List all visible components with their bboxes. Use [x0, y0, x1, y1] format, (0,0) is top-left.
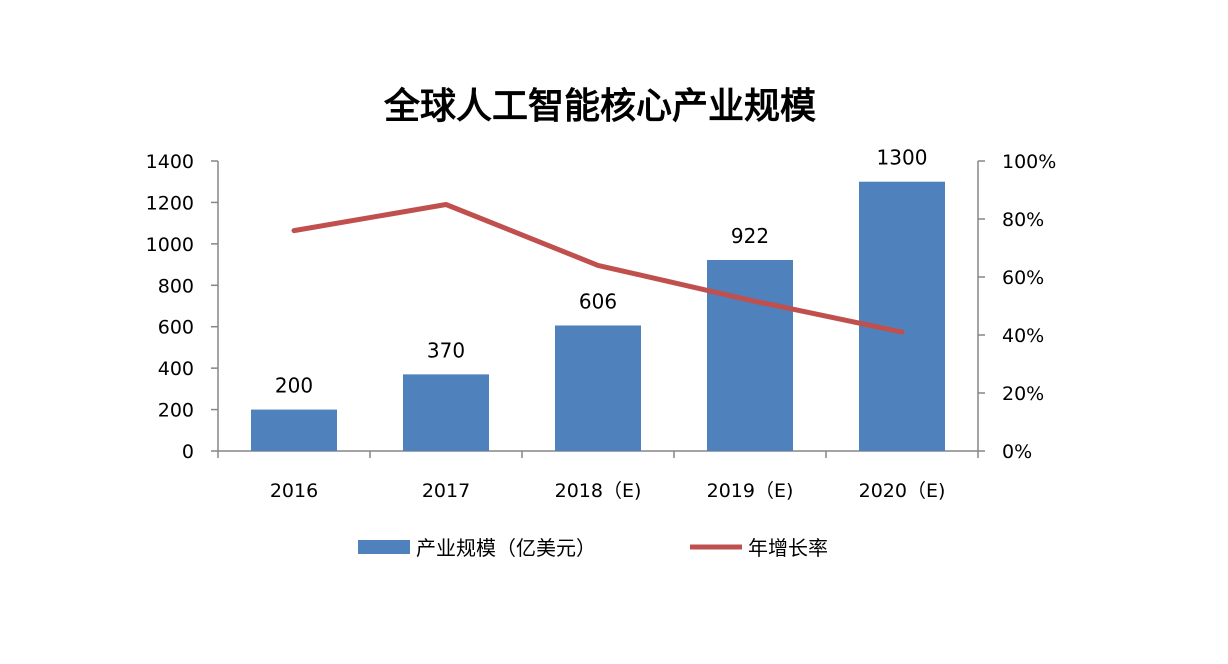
- bar: [707, 260, 793, 451]
- bar: [251, 409, 337, 451]
- bar: [403, 374, 489, 451]
- right-axis-tick-label: 40%: [1002, 325, 1044, 347]
- right-axis-tick-label: 80%: [1002, 209, 1044, 231]
- growth-rate-line: [291, 202, 905, 335]
- right-axis-tick-label: 100%: [1002, 151, 1056, 173]
- right-axis-tick-label: 0%: [1002, 441, 1032, 463]
- line-series: [291, 202, 905, 335]
- bar-data-label: 922: [731, 224, 769, 248]
- bar-data-label: 1300: [877, 146, 928, 170]
- left-axis-tick-label: 1000: [146, 234, 194, 256]
- chart-title: 全球人工智能核心产业规模: [383, 85, 816, 127]
- right-axis-tick-label: 60%: [1002, 267, 1044, 289]
- bar-data-label: 370: [427, 338, 465, 362]
- left-axis-tick-label: 400: [158, 358, 194, 380]
- right-axis-tick-label: 20%: [1002, 383, 1044, 405]
- bar: [555, 325, 641, 451]
- x-axis-tick-label: 2017: [422, 480, 470, 502]
- legend: 产业规模（亿美元） 年增长率: [358, 536, 828, 560]
- left-axis-tick-label: 600: [158, 317, 194, 339]
- legend-swatch-bar: [358, 540, 410, 554]
- legend-label-line: 年增长率: [748, 536, 828, 560]
- left-axis-tick-label: 1400: [146, 151, 194, 173]
- left-axis-tick-label: 0: [182, 441, 194, 463]
- left-axis-tick-label: 200: [158, 400, 194, 422]
- x-axis-tick-label: 2020（E): [859, 480, 946, 502]
- left-axis-tick-label: 800: [158, 275, 194, 297]
- x-axis-tick-label: 2018（E): [555, 480, 642, 502]
- legend-label-bar: 产业规模（亿美元）: [416, 536, 596, 560]
- x-axis-tick-label: 2016: [270, 480, 318, 502]
- axes: 0 200 400 600 800 1000 1200 1400 0% 20% 40% 60% 80% 1…: [146, 151, 1057, 502]
- bar-series: 200 370 606 922 1300: [251, 146, 945, 451]
- bar-data-label: 200: [275, 374, 313, 398]
- bar: [859, 181, 945, 451]
- left-axis-tick-label: 1200: [146, 192, 194, 214]
- x-axis-tick-label: 2019（E): [707, 480, 794, 502]
- bar-data-label: 606: [579, 289, 617, 313]
